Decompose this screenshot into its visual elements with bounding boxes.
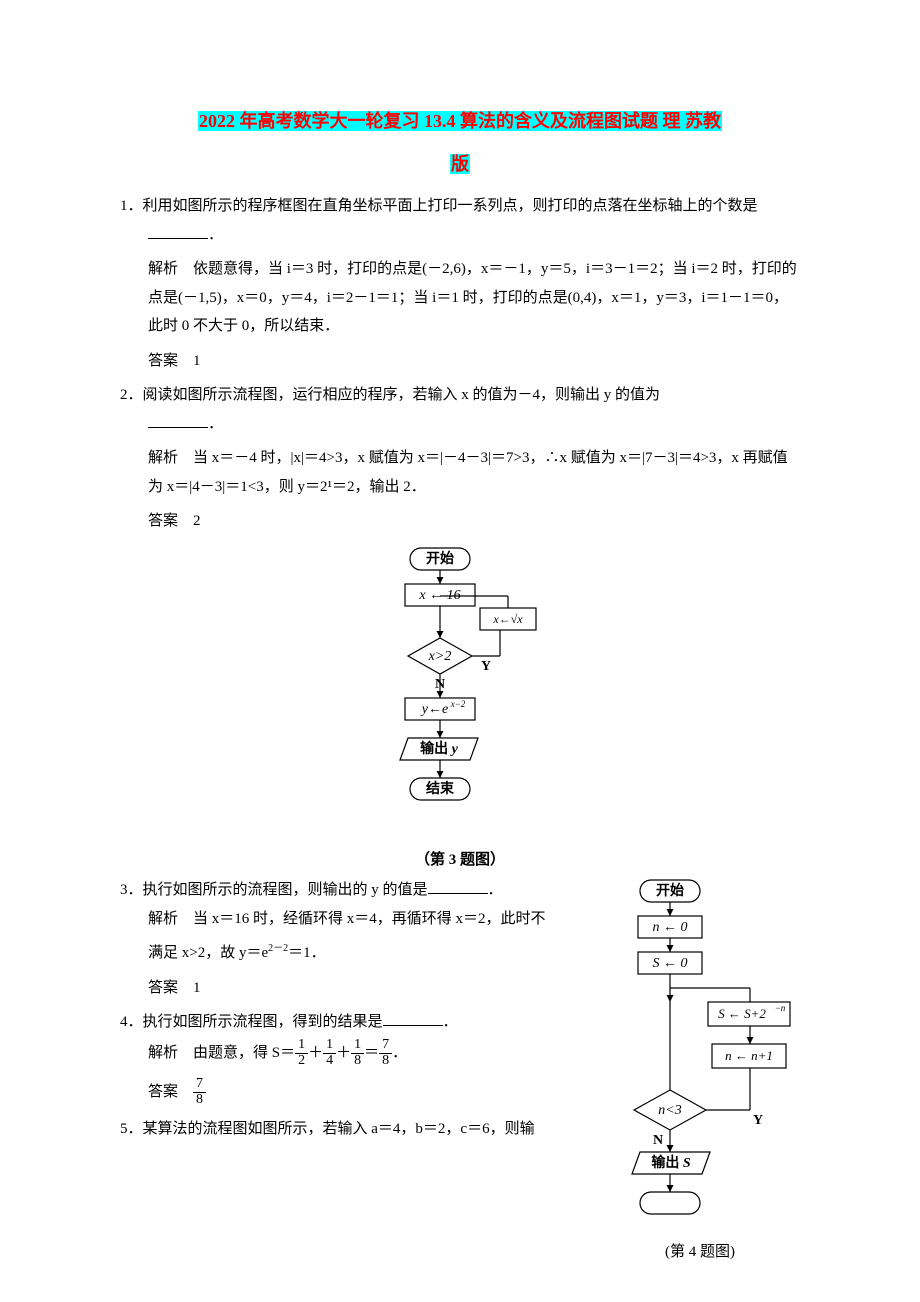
f4-caption: (第 4 题图) (600, 1238, 800, 1267)
question-4: 4．执行如图所示流程图，得到的结果是． 解析 由题意，得 S＝12＋14＋18＝… (120, 1008, 596, 1109)
flowchart-q4: 开始 n ← 0 S ← 0 S ← S+2 −n n ← n+1 n<3 Y … (600, 876, 800, 1267)
f3-s1: x ← 16 (418, 588, 460, 603)
f4-Y: Y (753, 1113, 763, 1128)
q1-answer: 1 (178, 353, 201, 369)
page: 2022 年高考数学大一轮复习 13.4 算法的含义及流程图试题 理 苏教 版 … (0, 0, 920, 1297)
title-line-1: 2022 年高考数学大一轮复习 13.4 算法的含义及流程图试题 理 苏教 (198, 111, 722, 131)
doc-title: 2022 年高考数学大一轮复习 13.4 算法的含义及流程图试题 理 苏教 版 (120, 100, 800, 186)
q3-answer: 1 (178, 980, 201, 996)
f3-s2a: y←e (420, 702, 448, 717)
lower-row: 3．执行如图所示的流程图，则输出的 y 的值是 ． 解析 当 x＝16 时，经循环… (120, 876, 800, 1267)
f4-start: 开始 (656, 882, 684, 899)
flowchart-q4-svg: 开始 n ← 0 S ← 0 S ← S+2 −n n ← n+1 n<3 Y … (600, 876, 800, 1236)
q2-explain-label: 解析 (148, 450, 178, 466)
q1-blank (148, 224, 208, 239)
f4-loop2: n ← n+1 (725, 1048, 773, 1063)
q2-stem: 阅读如图所示流程图，运行相应的程序，若输入 x 的值为－4，则输出 y 的值为 (143, 387, 661, 403)
q2-number: 2． (120, 387, 143, 403)
f4-cond: n<3 (658, 1103, 681, 1118)
q4-explain-label: 解析 (148, 1045, 178, 1061)
q1-dot: ． (208, 227, 223, 243)
q1-number: 1． (120, 198, 143, 214)
q1-explain: 依题意得，当 i＝3 时，打印的点是(－2,6)，x＝－1，y＝5，i＝3－1＝… (148, 261, 797, 334)
q1-answer-label: 答案 (148, 353, 178, 369)
f4-loop1a: S ← S+2 (718, 1006, 766, 1021)
q4-number: 4． (120, 1014, 143, 1030)
f3-loop: x←√x (492, 612, 523, 626)
q4-blank (383, 1012, 443, 1027)
f3-N: N (435, 677, 445, 692)
q4-frac4: 78 (379, 1038, 392, 1068)
title-line-2: 版 (450, 154, 470, 174)
f4-N: N (653, 1133, 663, 1148)
f3-s2b: x−2 (450, 699, 466, 709)
q4-answer-frac: 78 (193, 1077, 206, 1107)
q4-dot: ． (443, 1014, 458, 1030)
q1-explain-label: 解析 (148, 261, 178, 277)
q3-number: 3． (120, 882, 143, 898)
question-1: 1．利用如图所示的程序框图在直角坐标平面上打印一系列点，则打印的点落在坐标轴上的… (120, 192, 800, 375)
q4-frac1: 12 (295, 1038, 308, 1068)
q4-answer-label: 答案 (148, 1084, 178, 1100)
f4-s1: n ← 0 (653, 920, 688, 935)
q3-explain-sup: 2－2 (268, 943, 288, 954)
q2-answer: 2 (178, 513, 201, 529)
f3-cond: x>2 (428, 649, 452, 664)
q4-stem: 执行如图所示流程图，得到的结果是 (143, 1014, 383, 1030)
f3-Y: Y (481, 659, 491, 674)
flowchart-q3-svg: 开始 x ← 16 x←√x x>2 Y N y←e x−2 输出 y 结束 (350, 544, 570, 844)
q3-explain-c: ＝1． (288, 945, 326, 961)
q5-number: 5． (120, 1121, 143, 1137)
q2-explain: 当 x＝－4 时，|x|＝4>3，x 赋值为 x＝|－4－3|＝7>3，∴x 赋… (148, 450, 788, 495)
q2-answer-label: 答案 (148, 513, 178, 529)
q3-blank (428, 880, 488, 895)
q4-explain-lead: 由题意，得 S＝ (178, 1045, 295, 1061)
question-3: 3．执行如图所示的流程图，则输出的 y 的值是 ． 解析 当 x＝16 时，经循环… (120, 876, 596, 1002)
q4-frac3: 18 (351, 1038, 364, 1068)
f4-s2: S ← 0 (653, 956, 688, 971)
flowchart-q3: 开始 x ← 16 x←√x x>2 Y N y←e x−2 输出 y 结束 （… (120, 544, 800, 875)
q3-answer-label: 答案 (148, 980, 178, 996)
f3-start: 开始 (426, 550, 454, 567)
q3-dot: ． (488, 882, 503, 898)
f4-out: 输出 S (651, 1154, 691, 1171)
question-2: 2．阅读如图所示流程图，运行相应的程序，若输入 x 的值为－4，则输出 y 的值… (120, 381, 800, 536)
q4-frac2: 14 (323, 1038, 336, 1068)
q3-stem: 执行如图所示的流程图，则输出的 y 的值是 (143, 882, 428, 898)
q3-explain-label: 解析 (148, 911, 178, 927)
f3-out: 输出 y (420, 740, 459, 757)
q3-explain-a: 当 x＝16 时，经循环得 x＝4，再循环得 x＝2，此时不 (178, 911, 546, 927)
q1-stem: 利用如图所示的程序框图在直角坐标平面上打印一系列点，则打印的点落在坐标轴上的个数… (143, 198, 758, 214)
f3-caption: （第 3 题图） (120, 846, 800, 875)
q5-stem: 某算法的流程图如图所示，若输入 a＝4，b＝2，c＝6，则输 (143, 1121, 535, 1137)
f3-end: 结束 (426, 780, 455, 797)
f4-loop1b: −n (775, 1003, 786, 1013)
q2-blank (148, 413, 208, 428)
q3-explain-b: 满足 x>2，故 y＝e (148, 945, 268, 961)
question-5: 5．某算法的流程图如图所示，若输入 a＝4，b＝2，c＝6，则输 (120, 1115, 596, 1144)
q2-dot: ． (208, 416, 223, 432)
